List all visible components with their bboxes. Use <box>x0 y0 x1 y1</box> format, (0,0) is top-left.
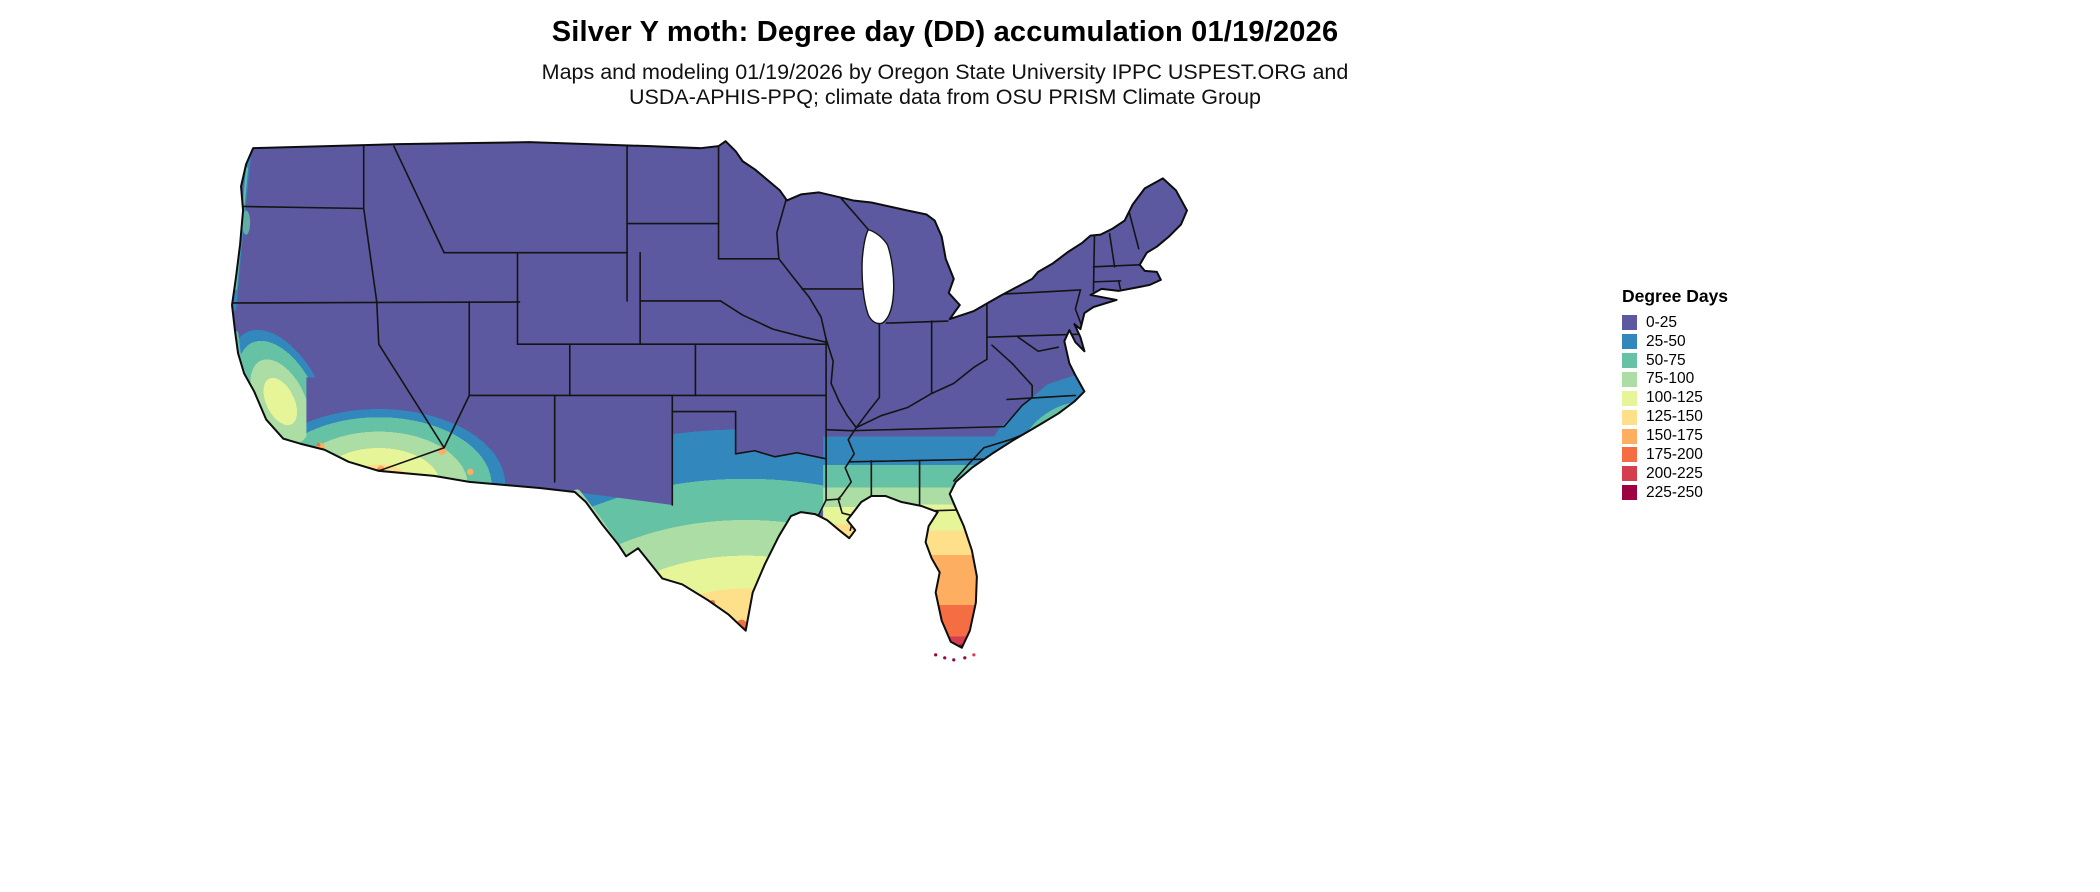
legend-item: 50-75 <box>1622 351 1728 369</box>
page-subtitle: Maps and modeling 01/19/2026 by Oregon S… <box>0 60 1890 110</box>
legend-swatch <box>1622 334 1637 350</box>
legend-label: 75-100 <box>1646 370 1695 388</box>
legend-swatch <box>1622 428 1637 444</box>
legend-label: 25-50 <box>1646 332 1686 350</box>
legend-item: 200-225 <box>1622 464 1728 482</box>
legend-swatch <box>1622 390 1637 406</box>
state-borders <box>232 145 1141 531</box>
legend-label: 50-75 <box>1646 351 1686 369</box>
region-texas <box>574 411 830 631</box>
legend-item: 0-25 <box>1622 313 1728 331</box>
legend-label: 225-250 <box>1646 483 1703 501</box>
subtitle-line-2: USDA-APHIS-PPQ; climate data from OSU PR… <box>628 85 1262 109</box>
us-degree-day-map <box>228 138 1193 665</box>
legend-label: 150-175 <box>1646 427 1703 445</box>
legend-swatch <box>1622 466 1637 482</box>
legend-label: 200-225 <box>1646 464 1703 482</box>
page-title: Silver Y moth: Degree day (DD) accumulat… <box>551 16 1339 48</box>
map-svg <box>231 140 1188 662</box>
legend-label: 0-25 <box>1646 313 1678 331</box>
legend-label: 125-150 <box>1646 408 1703 426</box>
land-fills <box>232 141 1187 648</box>
region-willamette-valley <box>242 210 251 235</box>
legend-item: 125-150 <box>1622 408 1728 426</box>
legend-item: 100-125 <box>1622 389 1728 407</box>
florida-keys <box>934 653 976 662</box>
legend-swatch <box>1622 353 1637 369</box>
legend-item: 225-250 <box>1622 483 1728 501</box>
lake-michigan <box>861 228 895 325</box>
region-florida <box>875 491 1005 648</box>
hotspot-tucson <box>467 468 474 476</box>
legend-label: 175-200 <box>1646 445 1703 463</box>
region-southwest <box>306 377 562 490</box>
legend-item: 75-100 <box>1622 370 1728 388</box>
subtitle-line-1: Maps and modeling 01/19/2026 by Oregon S… <box>541 60 1349 84</box>
region-gulf-states <box>823 387 1015 549</box>
legend-swatch <box>1622 447 1637 463</box>
legend-item: 175-200 <box>1622 445 1728 463</box>
legend-swatch <box>1622 485 1637 501</box>
legend-swatch <box>1622 315 1637 331</box>
legend-title: Degree Days <box>1622 286 1729 306</box>
legend-label: 100-125 <box>1646 389 1703 407</box>
legend-item: 25-50 <box>1622 332 1728 350</box>
legend-item: 150-175 <box>1622 427 1728 445</box>
legend: Degree Days 0-25 25-50 50-75 75-100 100-125 1… <box>1622 286 1728 504</box>
legend-swatch <box>1622 371 1637 387</box>
legend-swatch <box>1622 409 1637 425</box>
legend-items: 0-25 25-50 50-75 75-100 100-125 125-150 150-17… <box>1622 313 1728 501</box>
hotspot-socal-core <box>316 442 321 447</box>
